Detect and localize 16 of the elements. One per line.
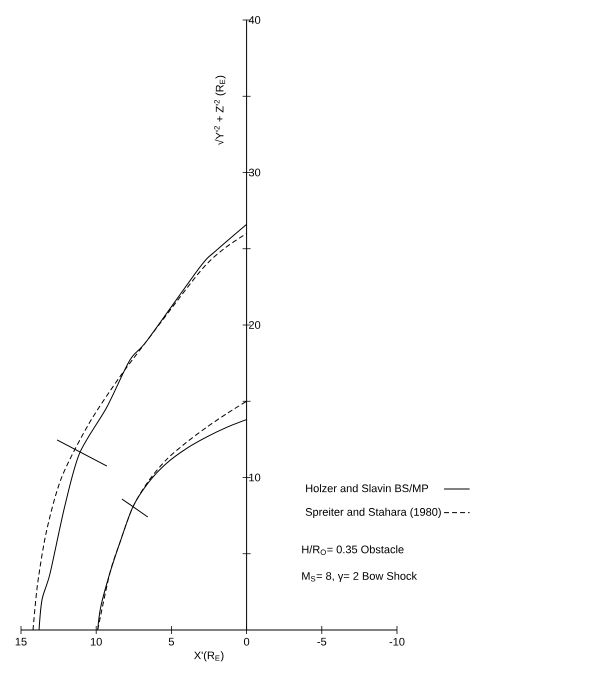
- x-tick-label: 10: [90, 638, 102, 646]
- x-tick-label: 5: [168, 638, 174, 646]
- y-tick-label: 40: [248, 16, 260, 24]
- x-tick-label: -10: [390, 638, 404, 646]
- annotation: H/R$_{O}$= 0.35 Obstacle: [302, 545, 404, 555]
- y-axis-title: √Y'$^{2}$ + Z'$^{2}$ (R$_{E}$): [214, 76, 226, 146]
- annotation: M$_{S}$= 8, γ= 2 Bow Shock: [302, 572, 418, 582]
- x-axis-title: X'(R$_{E}$): [194, 651, 224, 662]
- y-tick-label: 10: [249, 474, 260, 482]
- x-tick-label: -5: [317, 638, 326, 646]
- y-tick-label: 30: [248, 168, 260, 176]
- legend-label: Spreiter and Stahara (1980): [306, 508, 441, 518]
- legend-label: Holzer and Slavin BS/MP: [306, 484, 428, 492]
- x-tick-label: 0: [244, 638, 250, 646]
- x-tick-label: 15: [16, 638, 27, 646]
- y-tick-label: 20: [249, 321, 260, 329]
